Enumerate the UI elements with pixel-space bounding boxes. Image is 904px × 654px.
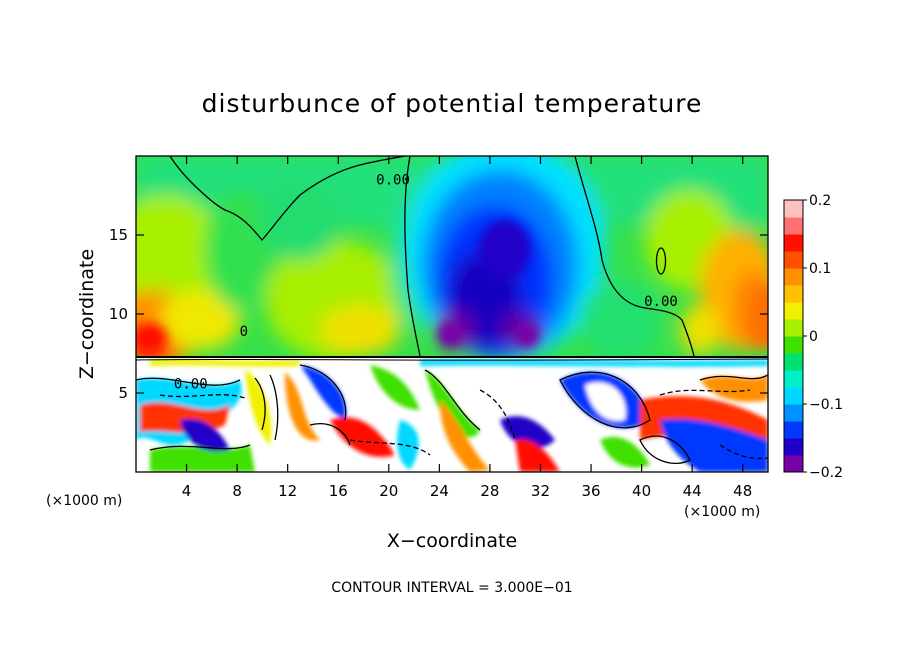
contour-lower-10 xyxy=(309,423,351,446)
colorbar-tick-label: 0 xyxy=(809,329,818,345)
contour-dashed-3 xyxy=(479,389,516,441)
x-tick-label: 8 xyxy=(232,482,242,500)
x-tick-label: 20 xyxy=(379,482,398,500)
contour-lower-8 xyxy=(639,435,691,464)
colorbar-tick-label: 0.2 xyxy=(809,193,831,209)
y-tick-label: 10 xyxy=(109,305,128,323)
colorbar-segment xyxy=(784,353,803,371)
colorbar-tick-label: −0.2 xyxy=(809,465,843,481)
x-tick-label: 24 xyxy=(430,482,449,500)
colorbar-segment xyxy=(784,251,803,269)
x-tick-label: 12 xyxy=(278,482,297,500)
contour-labels: 0.00 0.00 0 0.00 xyxy=(174,172,678,392)
x-tick-label: 40 xyxy=(632,482,651,500)
contour-lower-6 xyxy=(424,369,481,431)
colorbar: −0.2 −0.1 0 0.1 0.2 xyxy=(783,193,843,481)
x-tick-label: 48 xyxy=(733,482,752,500)
contour-dashed-4 xyxy=(659,389,751,396)
colorbar-segment xyxy=(784,455,803,473)
contour-lower-2 xyxy=(149,444,251,451)
contour-lower-3 xyxy=(254,377,266,431)
colorbar-segment xyxy=(784,217,803,235)
y-tick-label: 15 xyxy=(109,226,128,244)
x-tick-label: 44 xyxy=(683,482,702,500)
y-tick-label: 5 xyxy=(118,384,128,402)
colorbar-segment xyxy=(784,387,803,405)
contour-lower-5 xyxy=(299,364,347,421)
colorbar-segment xyxy=(784,268,803,286)
colorbar-segment xyxy=(784,336,803,354)
contour-dashed-5 xyxy=(719,444,768,460)
contour-lower-1 xyxy=(136,377,241,386)
colorbar-segment xyxy=(784,234,803,252)
x-tick-label: 4 xyxy=(182,482,192,500)
x-unit-label-left: (×1000 m) xyxy=(46,493,122,509)
colorbar-segment xyxy=(784,421,803,439)
colorbar-tick-label: 0.1 xyxy=(809,261,831,277)
contour-interval-note: CONTOUR INTERVAL = 3.000E−01 xyxy=(331,580,572,596)
x-tick-label: 32 xyxy=(531,482,550,500)
x-axis: 4 8 12 16 20 24 28 32 36 40 44 48 xyxy=(182,156,752,500)
upper-layer-detail xyxy=(136,220,768,352)
contour-lower-9 xyxy=(699,374,768,381)
x-tick-label: 36 xyxy=(581,482,600,500)
colorbar-segment xyxy=(784,200,803,218)
colorbar-segment xyxy=(784,404,803,422)
colorbar-segment xyxy=(784,285,803,303)
contour-label: 0.00 xyxy=(174,376,208,392)
contour-closed-right xyxy=(655,247,667,275)
x-tick-label: 16 xyxy=(329,482,348,500)
x-unit-label-right: (×1000 m) xyxy=(684,504,760,520)
colorbar-segment xyxy=(784,370,803,388)
contour-zero-upper-left xyxy=(169,156,406,242)
contour-lower-7 xyxy=(559,371,651,429)
colorbar-segment xyxy=(784,438,803,456)
chart-title: disturbunce of potential temperature xyxy=(202,89,703,118)
contour-zero-central xyxy=(404,156,421,357)
contour-label: 0.00 xyxy=(376,172,410,188)
lower-layer xyxy=(136,359,768,472)
contour-dashed-2 xyxy=(349,439,431,456)
colorbar-segment xyxy=(784,319,803,337)
contour-zero-right xyxy=(574,156,695,357)
x-tick-label: 28 xyxy=(480,482,499,500)
y-axis: 5 10 15 xyxy=(109,226,768,402)
contour-lower-4 xyxy=(269,374,279,441)
colorbar-tick-label: −0.1 xyxy=(809,397,843,413)
colorbar-segment xyxy=(784,302,803,320)
contour-interface-2 xyxy=(136,358,768,361)
contour-label: 0 xyxy=(240,324,248,340)
contour-label: 0.00 xyxy=(644,294,678,310)
contour-dashed-1 xyxy=(159,394,246,399)
y-axis-title: Z−coordinate xyxy=(76,249,98,379)
x-axis-title: X−coordinate xyxy=(387,530,517,552)
contour-lines xyxy=(136,156,768,464)
heatmap-field xyxy=(136,156,768,472)
